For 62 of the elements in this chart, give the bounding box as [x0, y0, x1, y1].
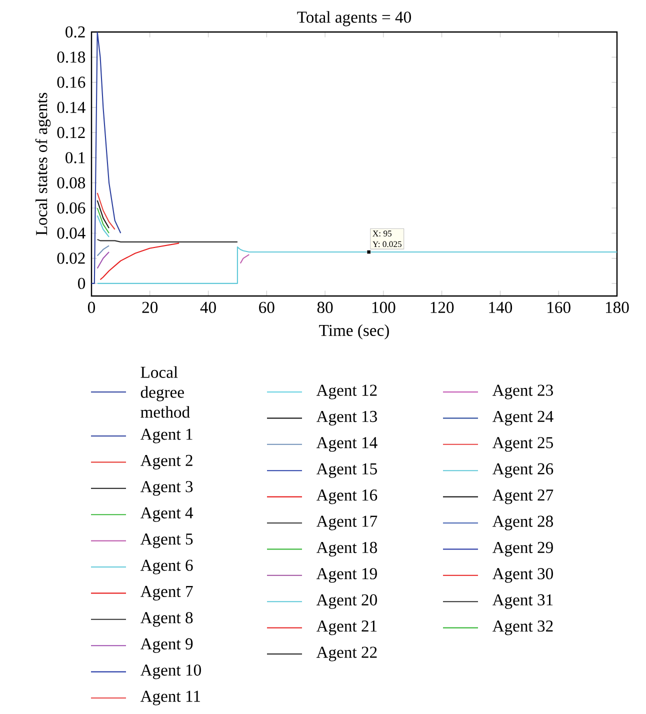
legend-label: Agent 27 [492, 490, 554, 504]
y-tick-label: 0.1 [66, 152, 85, 164]
y-tick-label: 0.16 [57, 76, 86, 88]
y-axis-title: Local states of agents [35, 92, 51, 236]
chart-title: Total agents = 40 [297, 11, 411, 26]
y-tick-label: 0.02 [57, 252, 85, 264]
x-tick-label: 180 [606, 302, 629, 314]
y-tick-label: 0.14 [57, 102, 86, 114]
x-tick-label: 100 [372, 302, 396, 314]
legend-label: Agent 9 [140, 638, 193, 653]
x-tick-label: 80 [317, 302, 333, 314]
legend-label: Agent 16 [316, 490, 378, 504]
legend-label: Agent 14 [316, 437, 378, 452]
legend-label: Agent 7 [140, 586, 193, 600]
x-tick-label: 160 [548, 302, 570, 314]
legend-label: Agent 25 [492, 437, 553, 452]
legend-label: Local degree method [140, 366, 190, 418]
legend-label: Agent 15 [316, 463, 377, 478]
legend-label: Agent 21 [316, 620, 377, 636]
legend-label: Agent 6 [140, 560, 193, 574]
legend-label: Agent 11 [140, 690, 200, 706]
legend-label: Agent 13 [316, 410, 377, 426]
annotation: X: 95 [372, 230, 392, 236]
legend-label: Agent 32 [492, 620, 553, 636]
legend-label: Agent 2 [140, 454, 192, 470]
x-tick-label: 140 [489, 302, 512, 314]
legend-label: Agent 24 [492, 410, 554, 426]
y-tick-label: 0.06 [57, 202, 86, 214]
legend-label: Agent 20 [316, 594, 377, 609]
y-tick-label: 0.18 [57, 52, 86, 63]
y-tick-label: 0.04 [57, 228, 86, 239]
legend-label: Agent 4 [140, 507, 194, 522]
x-tick-label: 0 [88, 302, 96, 314]
legend-label: Agent 19 [316, 568, 377, 583]
x-axis-title: Time (sec) [319, 324, 389, 340]
legend-label: Agent 1 [140, 428, 192, 444]
legend-label: Agent 10 [140, 664, 201, 680]
y-tick-label: 0.08 [57, 177, 86, 188]
line-series [100, 242, 180, 280]
x-tick-label: 20 [142, 302, 158, 314]
legend-label: Agent 12 [316, 384, 377, 400]
legend-label: Agent 8 [140, 612, 193, 627]
legend-label: Agent 30 [492, 568, 553, 583]
y-tick-label: 0.12 [57, 126, 85, 138]
x-tick-label: 120 [430, 302, 454, 314]
annotation: Y: 0.025 [372, 241, 402, 248]
legend-label: Agent 18 [316, 542, 377, 557]
line-series [91, 32, 122, 284]
line-series [96, 192, 116, 230]
legend-label: Agent 28 [492, 516, 553, 530]
legend-label: Agent 5 [140, 534, 193, 548]
y-tick-label: 0.2 [66, 26, 85, 38]
legend-label: Agent 26 [492, 463, 554, 478]
legend-label: Agent 3 [140, 481, 193, 496]
legend-label: Agent 22 [316, 646, 377, 662]
legend-label: Agent 17 [316, 516, 378, 530]
legend-label: Agent 31 [492, 594, 553, 609]
legend-label: Agent 23 [492, 384, 553, 400]
y-tick-label: 0 [78, 278, 86, 290]
legend-label: Agent 29 [492, 542, 553, 556]
x-tick-label: 60 [259, 302, 274, 314]
x-tick-label: 40 [200, 302, 216, 314]
